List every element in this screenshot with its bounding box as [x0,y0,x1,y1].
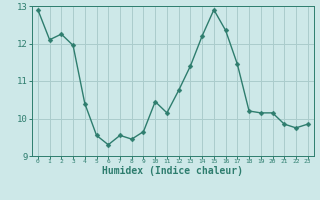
X-axis label: Humidex (Indice chaleur): Humidex (Indice chaleur) [102,166,243,176]
